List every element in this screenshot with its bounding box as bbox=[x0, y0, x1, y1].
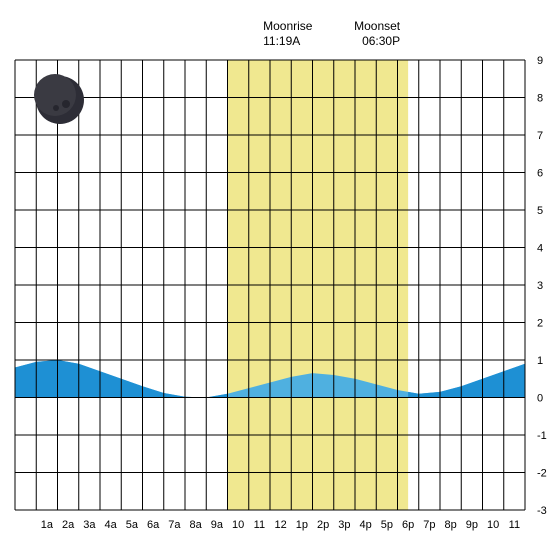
x-tick-label: 4p bbox=[360, 519, 372, 531]
x-tick-label: 3p bbox=[338, 519, 350, 531]
y-tick-label: 2 bbox=[537, 318, 543, 330]
x-tick-label: 2a bbox=[62, 519, 75, 531]
x-tick-label: 7p bbox=[423, 519, 435, 531]
y-tick-label: -3 bbox=[537, 505, 547, 517]
x-tick-label: 1p bbox=[296, 519, 308, 531]
x-tick-label: 8a bbox=[190, 519, 203, 531]
y-tick-label: 0 bbox=[537, 393, 543, 405]
x-tick-label: 8p bbox=[445, 519, 457, 531]
y-tick-label: 4 bbox=[537, 243, 543, 255]
moon-crater bbox=[53, 105, 59, 111]
x-tick-label: 2p bbox=[317, 519, 329, 531]
x-tick-label: 4a bbox=[105, 519, 118, 531]
y-tick-label: 6 bbox=[537, 168, 543, 180]
moonset-label: Moonset bbox=[354, 19, 401, 33]
x-tick-label: 5a bbox=[126, 519, 139, 531]
tide-chart-container: 1a2a3a4a5a6a7a8a9a1011121p2p3p4p5p6p7p8p… bbox=[0, 0, 550, 550]
x-tick-label: 1a bbox=[41, 519, 54, 531]
y-tick-label: -2 bbox=[537, 468, 547, 480]
moonrise-label: Moonrise bbox=[263, 19, 313, 33]
x-tick-label: 11 bbox=[254, 519, 265, 531]
x-tick-label: 6p bbox=[402, 519, 414, 531]
moonset-time: 06:30P bbox=[362, 34, 400, 48]
y-tick-label: -1 bbox=[537, 430, 547, 442]
y-tick-label: 8 bbox=[537, 93, 543, 105]
x-tick-label: 12 bbox=[275, 519, 287, 531]
x-tick-label: 10 bbox=[487, 519, 499, 531]
x-tick-label: 9a bbox=[211, 519, 224, 531]
y-tick-label: 5 bbox=[537, 205, 543, 217]
moonrise-time: 11:19A bbox=[263, 34, 300, 48]
x-tick-label: 3a bbox=[83, 519, 96, 531]
y-tick-label: 3 bbox=[537, 280, 543, 292]
y-tick-label: 1 bbox=[537, 355, 543, 367]
tide-dark-right bbox=[408, 364, 525, 398]
x-tick-label: 7a bbox=[168, 519, 181, 531]
x-tick-label: 5p bbox=[381, 519, 393, 531]
x-tick-label: 10 bbox=[232, 519, 244, 531]
moon-crater bbox=[62, 100, 70, 108]
x-tick-label: 6a bbox=[147, 519, 160, 531]
tide-chart-svg: 1a2a3a4a5a6a7a8a9a1011121p2p3p4p5p6p7p8p… bbox=[0, 0, 550, 550]
x-tick-label: 9p bbox=[466, 519, 478, 531]
y-tick-label: 7 bbox=[537, 130, 543, 142]
y-tick-label: 9 bbox=[537, 55, 543, 67]
x-tick-label: 11 bbox=[509, 519, 520, 531]
